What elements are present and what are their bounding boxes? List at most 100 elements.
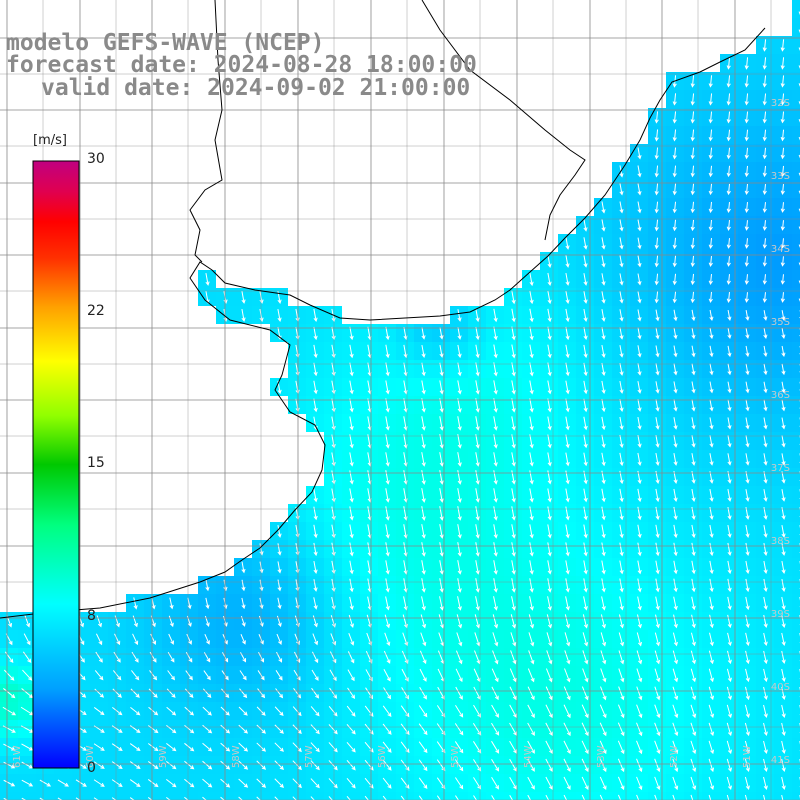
wind-cell [792, 468, 800, 486]
wind-arrow [763, 776, 768, 790]
wind-cell [738, 792, 756, 800]
wind-arrow [111, 779, 123, 787]
wind-arrow [726, 147, 731, 160]
wind-arrow [744, 740, 750, 755]
wind-arrow [421, 344, 426, 358]
wind-arrow [421, 362, 426, 377]
wind-arrow [565, 434, 570, 449]
wind-arrow [708, 704, 715, 719]
wind-arrow [493, 596, 498, 611]
wind-arrow [637, 596, 642, 611]
wind-arrow [347, 687, 356, 700]
wind-arrow [600, 614, 606, 629]
wind-arrow [654, 255, 659, 268]
wind-arrow [745, 381, 750, 394]
wind-arrow [277, 597, 282, 610]
lon-label: 61W [12, 745, 23, 768]
wind-arrow [421, 506, 426, 521]
wind-arrow [421, 524, 426, 539]
wind-arrow [781, 686, 786, 701]
wind-arrow [348, 633, 355, 646]
wind-arrow [637, 237, 642, 250]
wind-cell [198, 792, 216, 800]
wind-arrow [112, 688, 122, 698]
wind-arrow [601, 362, 606, 377]
wind-arrow [148, 725, 159, 734]
wind-arrow [436, 723, 446, 736]
wind-arrow [654, 129, 659, 142]
wind-arrow [22, 669, 33, 681]
wind-arrow [346, 759, 356, 771]
wind-arrow [147, 797, 153, 800]
lon-label: 54W [523, 745, 534, 768]
wind-arrow [672, 93, 677, 106]
wind-arrow [511, 542, 516, 557]
wind-arrow [474, 614, 481, 629]
wind-arrow [529, 488, 534, 503]
wind-arrow [690, 183, 695, 196]
wind-arrow [563, 686, 571, 701]
wind-arrow [385, 578, 390, 593]
wind-arrow [690, 75, 695, 88]
wind-arrow [654, 291, 659, 304]
wind-arrow [636, 794, 640, 800]
wind-cell [792, 234, 800, 252]
wind-arrow [564, 650, 571, 665]
wind-arrow [547, 416, 552, 431]
wind-arrow [600, 650, 607, 665]
wind-arrow [385, 434, 390, 449]
wind-arrow [400, 723, 410, 736]
wind-cell [792, 360, 800, 378]
wind-arrow [583, 362, 588, 377]
lon-label: 55W [450, 745, 461, 768]
wind-arrow [672, 129, 677, 142]
wind-arrow [241, 291, 246, 304]
wind-arrow [691, 524, 696, 539]
wind-arrow [637, 417, 642, 430]
wind-arrow [402, 632, 409, 647]
wind-arrow [762, 238, 767, 249]
wind-arrow [708, 758, 715, 773]
wind-arrow [347, 669, 355, 682]
wind-arrow [509, 686, 517, 701]
wind-cell [576, 792, 594, 800]
wind-arrow [438, 614, 445, 629]
wind-arrow [475, 488, 480, 503]
wind-arrow [745, 453, 750, 466]
wind-arrow [600, 668, 607, 683]
wind-arrow [673, 578, 678, 593]
wind-arrow [511, 452, 516, 467]
wind-arrow [637, 183, 642, 196]
wind-arrow [493, 506, 498, 521]
wind-arrow [726, 220, 731, 231]
wind-arrow [455, 668, 463, 683]
wind-arrow [780, 256, 785, 267]
wind-arrow [528, 632, 535, 647]
wind-arrow [349, 506, 354, 521]
wind-arrow [655, 452, 660, 466]
wind-arrow [599, 794, 604, 800]
wind-arrow [511, 398, 516, 413]
wind-arrow [274, 778, 284, 788]
wind-arrow [690, 237, 695, 250]
wind-arrow [673, 309, 678, 322]
wind-arrow [672, 273, 677, 286]
wind-arrow [529, 506, 534, 521]
wind-arrow [527, 686, 535, 701]
wind-arrow [93, 707, 105, 716]
wind-arrow [690, 147, 695, 160]
wind-arrow [727, 632, 732, 647]
wind-arrow [565, 255, 570, 268]
wind-arrow [655, 417, 660, 430]
wind-arrow [636, 740, 643, 755]
wind-arrow [545, 776, 553, 790]
wind-arrow [564, 668, 571, 683]
wind-cell [522, 792, 540, 800]
wind-arrow [781, 632, 786, 647]
wind-arrow [617, 722, 625, 737]
wind-arrow [619, 183, 624, 196]
wind-arrow [781, 345, 786, 358]
wind-arrow [202, 688, 212, 698]
wind-arrow [618, 614, 624, 629]
